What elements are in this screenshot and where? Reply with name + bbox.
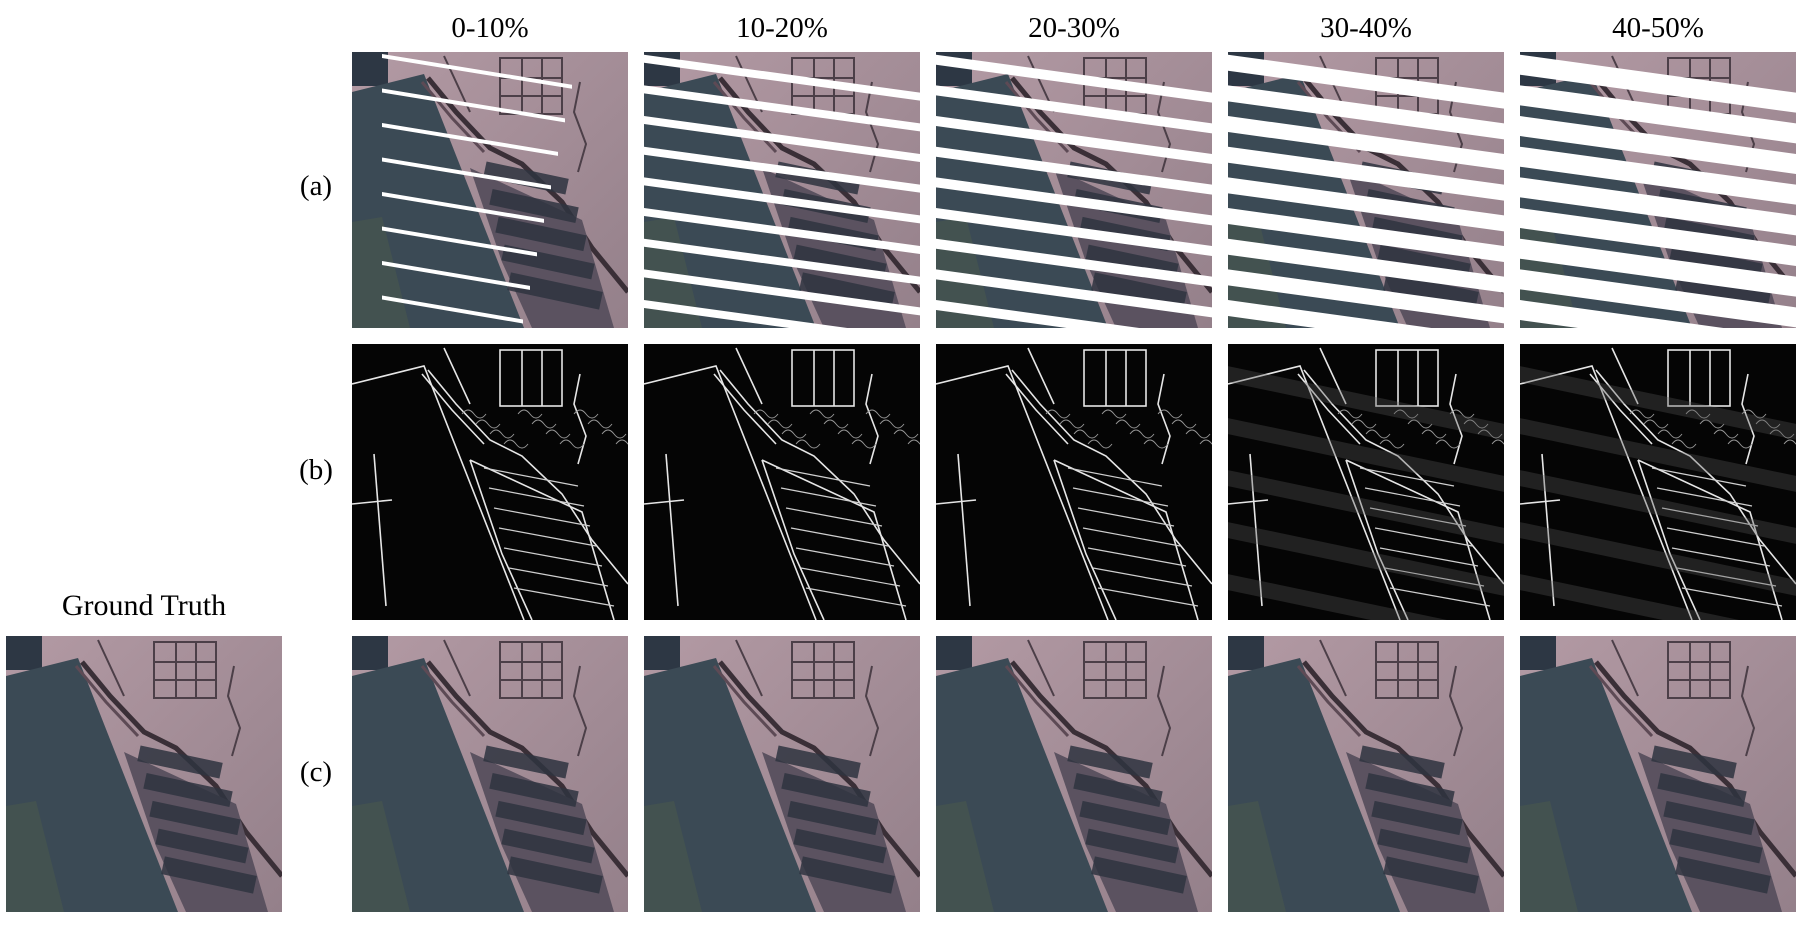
row-label-c: (c) <box>299 756 333 788</box>
edge-map-image <box>644 344 920 620</box>
reconstructed-image <box>936 636 1212 912</box>
column-header-1: 10-20% <box>736 12 828 44</box>
ground-truth-image <box>6 636 282 912</box>
masked-input-image <box>1228 52 1504 328</box>
masked-input-image <box>352 52 628 328</box>
column-header-3: 30-40% <box>1320 12 1412 44</box>
reconstructed-image <box>1228 636 1504 912</box>
masked-input-image <box>936 52 1212 328</box>
row-label-a: (a) <box>299 170 333 202</box>
edge-map-image <box>936 344 1212 620</box>
ground-truth-title: Ground Truth <box>61 589 227 622</box>
edge-map-image <box>1520 344 1796 620</box>
column-header-4: 40-50% <box>1612 12 1704 44</box>
reconstructed-image <box>1520 636 1796 912</box>
column-header-2: 20-30% <box>1028 12 1120 44</box>
reconstructed-image <box>352 636 628 912</box>
masked-input-image <box>644 52 920 328</box>
row-label-b: (b) <box>299 454 333 486</box>
masked-input-image <box>1520 52 1796 328</box>
edge-map-image <box>1228 344 1504 620</box>
edge-map-image <box>352 344 628 620</box>
reconstructed-image <box>644 636 920 912</box>
column-header-0: 0-10% <box>451 12 529 44</box>
